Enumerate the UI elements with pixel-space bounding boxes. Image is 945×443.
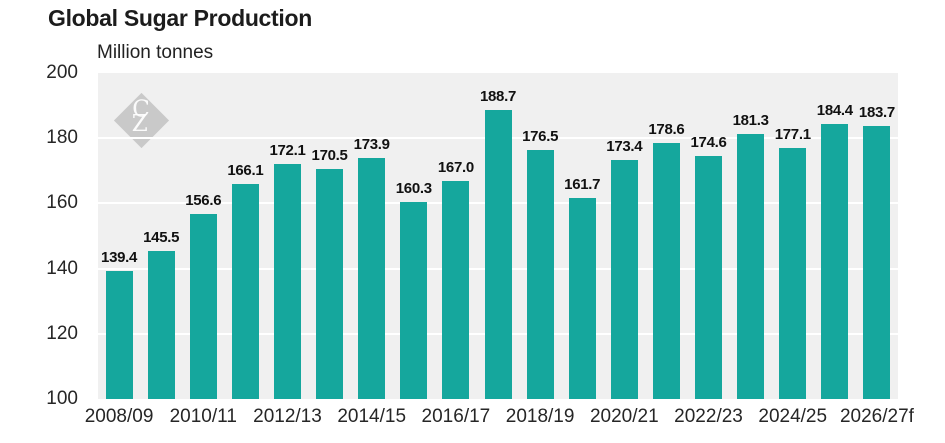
bar-2015/16: [400, 202, 428, 399]
y-axis-tick-label: 180: [46, 127, 78, 149]
bar-value-label: 161.7: [564, 175, 601, 193]
bar-value-label: 177.1: [774, 125, 811, 143]
bar-value-label: 183.7: [858, 104, 895, 122]
bar-2016/17: [442, 180, 470, 399]
bar-value-label: 173.4: [606, 137, 643, 155]
x-axis-tick-label: 2018/19: [505, 406, 575, 427]
bar-2009/10: [147, 250, 175, 399]
bar-value-label: 184.4: [816, 101, 853, 119]
bar-2025/26: [821, 123, 849, 399]
bar-value-label: 172.1: [269, 141, 306, 159]
bar-2021/22: [652, 142, 680, 399]
bar-2011/12: [231, 183, 259, 399]
x-axis-tick-label: 2008/09: [84, 406, 154, 427]
bar-value-label: 174.6: [690, 133, 727, 151]
bar-2018/19: [526, 149, 554, 399]
chart-title: Global Sugar Production: [48, 5, 313, 31]
bar-2023/24: [737, 133, 765, 399]
x-axis-tick-label: 2020/21: [589, 406, 659, 427]
bar-value-label: 166.1: [227, 161, 264, 179]
watermark-letter-z: Z: [131, 110, 148, 137]
y-axis-tick-label: 160: [46, 192, 78, 214]
bar-value-label: 188.7: [479, 87, 517, 105]
bar-2017/18: [484, 109, 512, 399]
bar-value-label: 170.5: [311, 147, 348, 165]
y-axis-tick-label: 140: [46, 257, 78, 279]
y-axis-tick-label: 100: [46, 388, 78, 409]
plot-area: C Z 139.4 145.5 156.6 166.1 172.1 170.5 173.9 1…: [98, 73, 898, 399]
y-axis-tick-label: 200: [46, 62, 78, 83]
bar-value-label: 160.3: [395, 180, 432, 198]
chart-subtitle: Million tonnes: [97, 42, 214, 63]
bar-2012/13: [273, 163, 301, 399]
bar-value-label: 139.4: [101, 248, 138, 266]
bar-value-label: 178.6: [648, 120, 685, 138]
y-axis-tick-label: 120: [46, 322, 78, 344]
bar-value-label: 145.5: [143, 228, 180, 246]
bar-2022/23: [695, 155, 723, 399]
bar-2019/20: [568, 197, 596, 399]
cz-logo-watermark: C Z: [113, 92, 170, 149]
bar-2024/25: [779, 147, 807, 399]
bar-value-label: 156.6: [185, 192, 222, 210]
bar-value-label: 167.0: [437, 158, 474, 176]
x-axis-tick-label: 2022/23: [674, 406, 743, 427]
bar-2014/15: [358, 158, 386, 399]
x-axis-tick-label: 2012/13: [253, 406, 322, 427]
bar-2010/11: [189, 214, 217, 399]
x-axis-tick-label: 2016/17: [421, 406, 491, 427]
x-axis-tick-label: 2024/25: [758, 406, 828, 427]
bar-value-label: 173.9: [353, 136, 390, 154]
bar-value-label: 181.3: [732, 111, 769, 129]
bar-2013/14: [316, 169, 344, 399]
x-axis-tick-label: 2014/15: [337, 406, 407, 427]
x-axis-tick-label: 2010/11: [169, 406, 237, 427]
bar-value-label: 176.5: [522, 127, 559, 145]
x-axis-tick-label: 2026/27f: [839, 406, 914, 427]
bar-2020/21: [610, 159, 638, 399]
bar-2008/09: [105, 270, 133, 399]
bar-2026/27f: [863, 126, 891, 399]
